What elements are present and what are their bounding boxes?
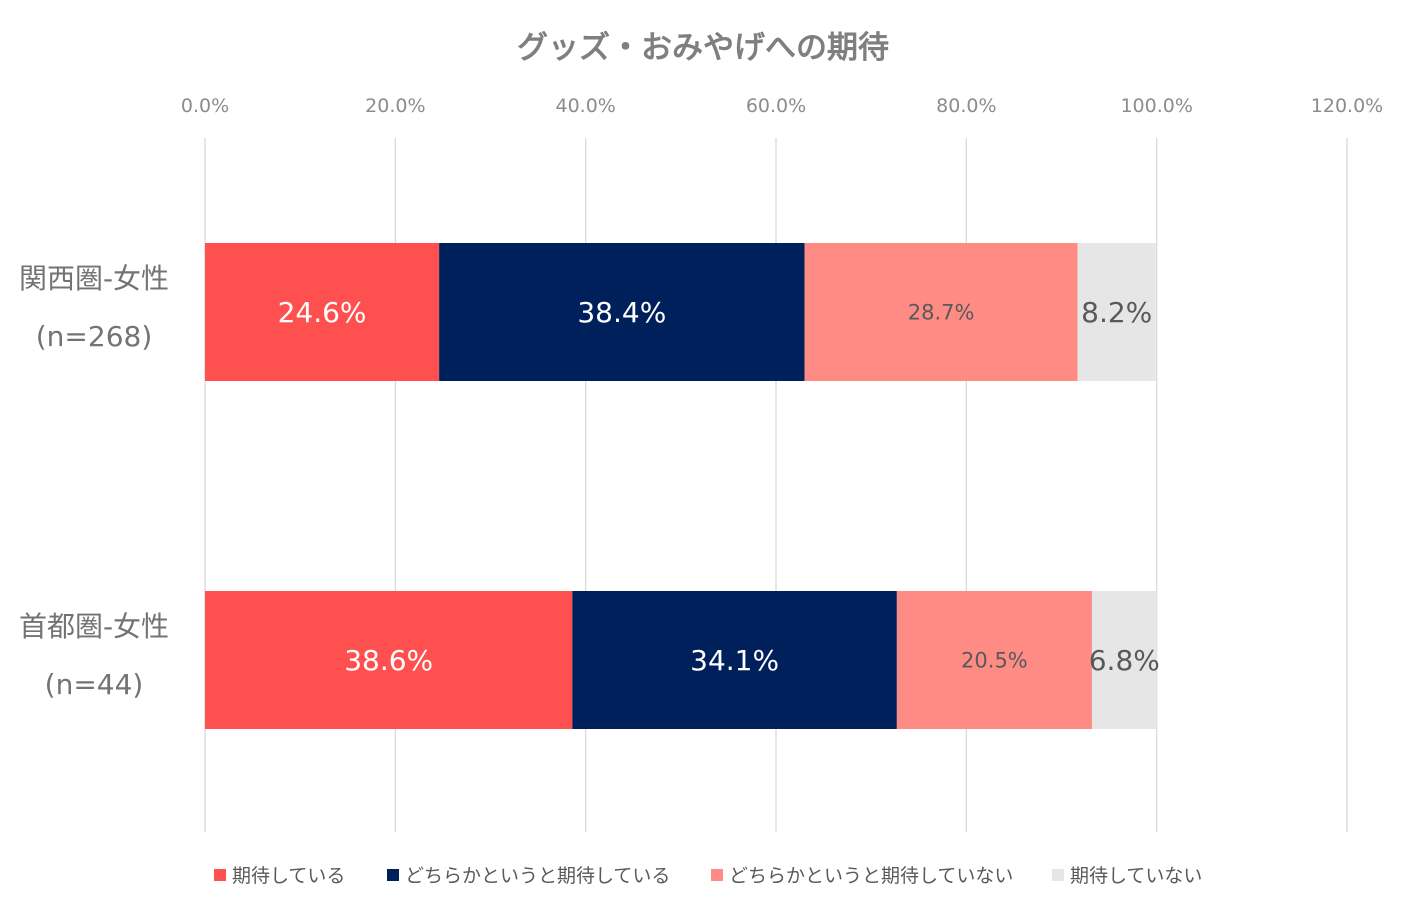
chart-title: グッズ・おみやげへの期待	[517, 30, 889, 66]
data-label: 28.7%	[908, 301, 975, 325]
bar-segment	[896, 591, 1092, 729]
legend-item-somewhat-expect: どちらかというと期待している	[387, 861, 670, 888]
category-label: (n=44)	[45, 668, 144, 701]
data-label: 24.6%	[278, 296, 367, 329]
data-label: 38.6%	[344, 644, 433, 677]
bar-segment	[439, 243, 805, 381]
data-label: 20.5%	[961, 649, 1028, 673]
legend-swatch-not-expect	[1052, 868, 1064, 881]
bar-segment	[205, 243, 440, 381]
legend-item-expect: 期待している	[214, 861, 345, 888]
data-label: 8.2%	[1081, 296, 1152, 329]
legend-item-not-expect: 期待していない	[1052, 861, 1202, 888]
legend-swatch-somewhat-expect	[387, 868, 399, 881]
category-label: (n=268)	[36, 320, 153, 353]
bar-segment	[205, 591, 573, 729]
x-tick-label: 120.0%	[1311, 95, 1383, 117]
x-tick-label: 100.0%	[1120, 95, 1192, 117]
chart-legend: 期待している どちらかというと期待している どちらかというと期待していない 期待…	[0, 861, 1406, 887]
legend-swatch-somewhat-not-expect	[711, 868, 723, 881]
legend-label-somewhat-not-expect: どちらかというと期待していない	[729, 865, 1014, 887]
legend-swatch-expect	[214, 868, 226, 881]
bar-segment	[1091, 591, 1157, 729]
data-label: 38.4%	[577, 296, 666, 329]
bar-segment	[1077, 243, 1156, 381]
data-label: 34.1%	[690, 644, 779, 677]
x-tick-label: 60.0%	[746, 95, 806, 117]
legend-item-somewhat-not-expect: どちらかというと期待していない	[711, 861, 1013, 888]
x-tick-label: 40.0%	[555, 95, 615, 117]
x-tick-label: 20.0%	[365, 95, 425, 117]
category-label: 関西圏-女性	[19, 262, 169, 295]
legend-label-somewhat-expect: どちらかというと期待している	[405, 865, 671, 887]
legend-label-expect: 期待している	[232, 865, 346, 887]
legend-label-not-expect: 期待していない	[1070, 865, 1203, 887]
x-tick-label: 80.0%	[936, 95, 996, 117]
bar-segment	[572, 591, 897, 729]
data-label: 6.8%	[1089, 644, 1160, 677]
bar-segment	[804, 243, 1078, 381]
x-tick-label: 0.0%	[181, 95, 229, 117]
category-label: 首都圏-女性	[19, 610, 169, 643]
